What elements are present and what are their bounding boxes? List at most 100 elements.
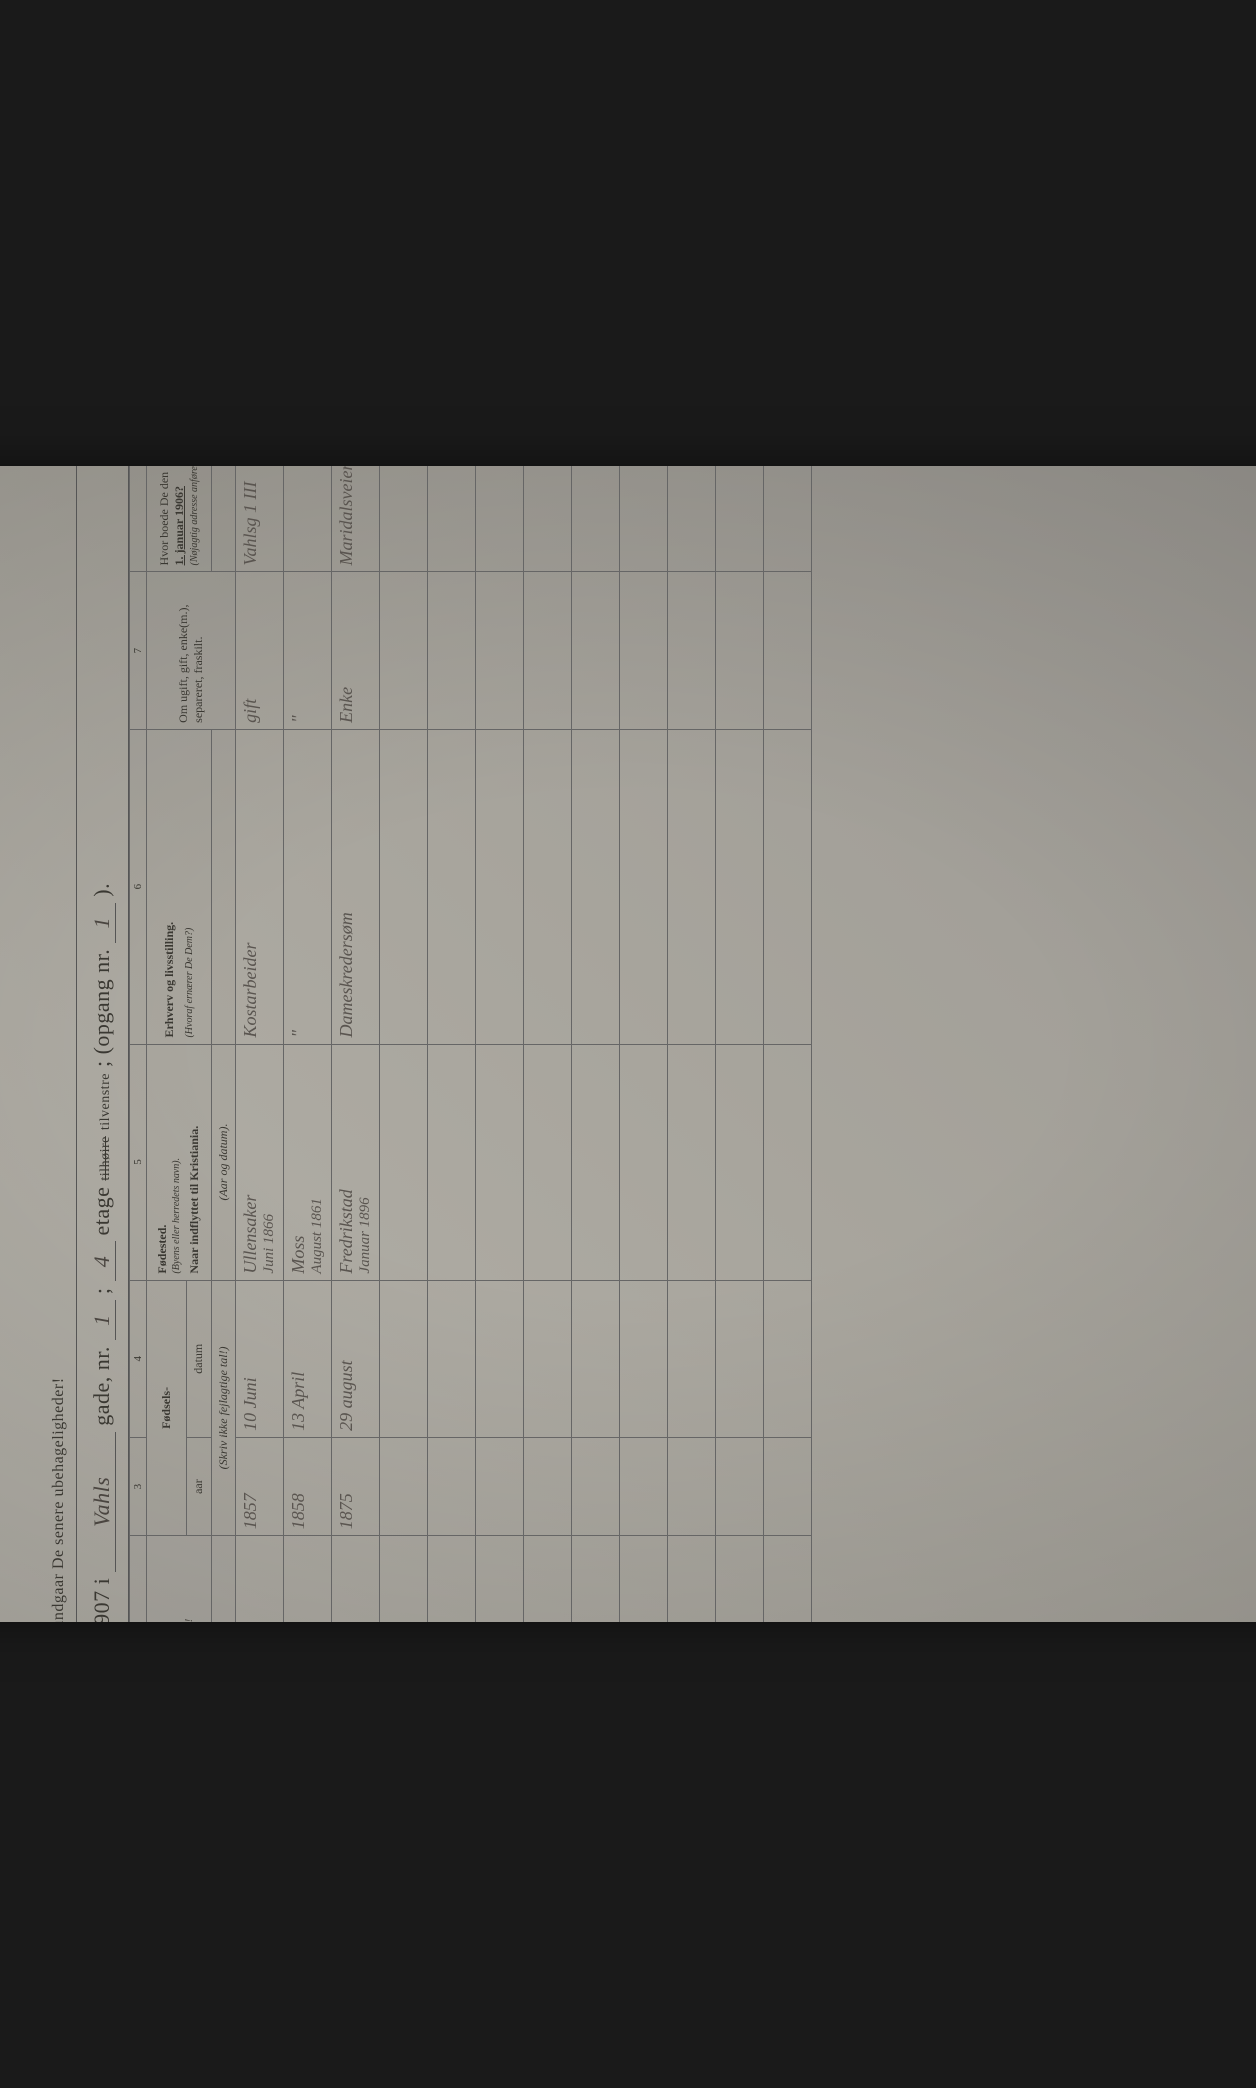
cell-empty [716, 1536, 764, 1622]
col-num-4: 4 [130, 1280, 147, 1437]
cell-empty [524, 466, 572, 572]
cell-empty [572, 1280, 620, 1437]
census-table: 1 2 3 4 5 6 7 8 9 No. Fuldt navn. [129, 466, 812, 1622]
header-row-1: No. Fuldt navn. Samtlige fornavne og eft… [147, 466, 187, 1622]
col-num-7: 7 [130, 572, 147, 729]
cell-empty [668, 1536, 716, 1622]
cell-empty [428, 729, 476, 1044]
cell-empty [476, 466, 524, 572]
header-addr1906: Hvor boede De den 1. januar 1906? (Nøjag… [147, 466, 212, 572]
cell-empty [620, 572, 668, 729]
col-num-8: 8 [130, 466, 147, 572]
col-number-row: 1 2 3 4 5 6 7 8 9 [130, 466, 147, 1622]
cell-empty [668, 729, 716, 1044]
table-row: 3 Inga Johansen 1875 29 august Fredrikst… [332, 466, 380, 1622]
cell-empty [764, 466, 812, 572]
table-row: 5 [428, 466, 476, 1622]
document-frame: NB. Læs opmerksomt igjennem teksten paa … [20, 20, 1236, 2068]
col-num-6: 6 [130, 729, 147, 1044]
cell-empty [380, 1280, 428, 1437]
cell-date: 13 April [284, 1280, 332, 1437]
cell-occupation: Kostarbeider [236, 729, 284, 1044]
etage-nr: 4 [89, 1242, 116, 1282]
etage-label: etage [89, 1187, 114, 1236]
cell-occupation: " [284, 729, 332, 1044]
cell-marital: gift [236, 572, 284, 729]
cell-empty [716, 1280, 764, 1437]
cell-name: Inga Johansen [332, 1536, 380, 1622]
header-addr1906-date: 1. januar 1906? [172, 466, 188, 565]
cell-empty [716, 572, 764, 729]
header-birth-note: (Skriv ikke fejlagtige tal!) [211, 1280, 236, 1536]
col-num-5: 5 [130, 1044, 147, 1280]
cell-empty [524, 1437, 572, 1535]
nb-text: Læs opmerksomt igjennem teksten paa 1ste… [50, 1377, 67, 1622]
header-birth: Fødsels- [147, 1280, 187, 1536]
table-row: 1 Olaus Mathison Mikalsen V 1857 10 Juni… [236, 466, 284, 1622]
cell-empty [620, 1536, 668, 1622]
table-row: 8 [572, 466, 620, 1622]
cell-empty [524, 729, 572, 1044]
table-row: 2 Olga Fredrikke Mikalsen 1858 13 April … [284, 466, 332, 1622]
header-occupation-title: Erhverv og livsstilling. [162, 736, 178, 1038]
cell-name: Olaus Mathison Mikalsen V [236, 1536, 284, 1622]
col-num-2: 2 [130, 1536, 147, 1622]
cell-addr1906: Vahlsg 1 III [236, 466, 284, 572]
cell-empty [476, 572, 524, 729]
cell-name: Olga Fredrikke Mikalsen [284, 1536, 332, 1622]
cell-empty [476, 1536, 524, 1622]
cell-empty [428, 1536, 476, 1622]
header-birthplace-title: Fødested. [155, 1051, 171, 1274]
cell-empty [524, 1280, 572, 1437]
cell-empty [524, 572, 572, 729]
header-birthplace: Fødested. (Byens eller herredets navn). … [147, 1044, 212, 1280]
header-birth-year: aar [187, 1437, 212, 1535]
cell-addr1906 [284, 466, 332, 572]
header-birthplace-sub1: (Byens eller herredets navn). [170, 1051, 183, 1274]
cell-empty [620, 1437, 668, 1535]
cell-empty [572, 1437, 620, 1535]
table-row: 9 [620, 466, 668, 1622]
cell-occupation: Dameskredersøm [332, 729, 380, 1044]
scanned-document: NB. Læs opmerksomt igjennem teksten paa … [0, 466, 1256, 1622]
cell-empty [428, 466, 476, 572]
cell-empty [716, 466, 764, 572]
header-name-note: (Skriv tydelig!) [211, 1536, 236, 1622]
header-name-sub: Samtlige fornavne og efternavne. Det døb… [183, 1542, 196, 1622]
col-num-3: 3 [130, 1437, 147, 1535]
header-addr1906-sub: (Nøjagtig adresse anføres). [188, 466, 201, 565]
table-row: 11 [716, 466, 764, 1622]
cell-empty [668, 466, 716, 572]
cell-empty [380, 729, 428, 1044]
cell-empty [428, 1437, 476, 1535]
opgang-nr: 1 [89, 903, 116, 943]
cell-empty [620, 1044, 668, 1280]
header-marital: Om ugift, gift, enke(m.), separeret, fra… [147, 572, 236, 729]
side-label: tilvenstre [98, 1073, 113, 1130]
header-name-title: Fuldt navn. [161, 1542, 179, 1622]
cell-empty [380, 572, 428, 729]
street-name: Vahls [89, 1432, 116, 1572]
cell-empty [380, 1044, 428, 1280]
cell-birthplace: FredrikstadJanuar 1896 [332, 1044, 380, 1280]
cell-empty [764, 572, 812, 729]
header-name: Fuldt navn. Samtlige fornavne og efterna… [147, 1536, 212, 1622]
cell-empty [620, 729, 668, 1044]
nb-warning-line: NB. Læs opmerksomt igjennem teksten paa … [50, 466, 68, 1622]
cell-empty [476, 1044, 524, 1280]
cell-marital: Enke [332, 572, 380, 729]
cell-addr1906: Maridalsveien [332, 466, 380, 572]
cell-empty [620, 466, 668, 572]
cell-empty [716, 729, 764, 1044]
table-row: 4 [380, 466, 428, 1622]
cell-empty [572, 1044, 620, 1280]
cell-empty [524, 1536, 572, 1622]
table-row: 7 [524, 466, 572, 1622]
cell-empty [716, 1437, 764, 1535]
cell-year: 1875 [332, 1437, 380, 1535]
cell-empty [764, 1437, 812, 1535]
cell-birthplace: UllensakerJuni 1866 [236, 1044, 284, 1280]
cell-empty [764, 1280, 812, 1437]
cell-empty [476, 1280, 524, 1437]
cell-year: 1858 [284, 1437, 332, 1535]
